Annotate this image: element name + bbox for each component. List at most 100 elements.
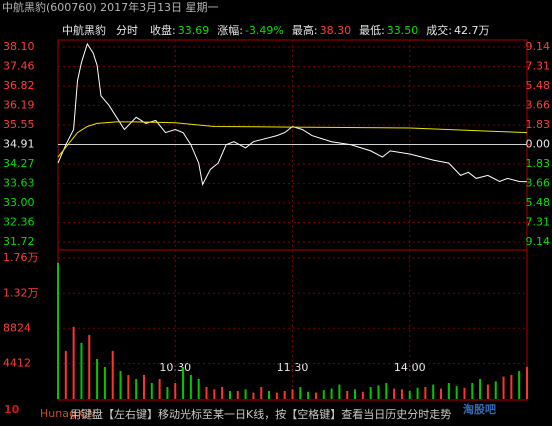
volume-tick-label: 1.32万 (3, 286, 39, 299)
volume-bar (299, 386, 302, 399)
stat-label: 成交: (426, 23, 452, 37)
stat-value: 33.50 (387, 24, 419, 37)
volume-bar (510, 374, 513, 399)
volume-bar (314, 392, 317, 399)
volume-bar (494, 381, 497, 399)
volume-bar (221, 386, 224, 399)
y2-tick-label: 1.83 (526, 118, 551, 131)
volume-bar (400, 389, 403, 399)
price-line (57, 121, 528, 158)
volume-bar (354, 389, 357, 399)
volume-bar (283, 390, 286, 399)
y2-tick-label: 7.31 (526, 60, 551, 73)
volume-bar (142, 374, 145, 399)
volume-bar (119, 370, 122, 399)
y2-tick-label: 5.48 (526, 79, 551, 92)
volume-bar (361, 391, 364, 399)
y-tick-label: 34.27 (3, 157, 35, 170)
volume-bar (447, 382, 450, 399)
y-tick-label: 34.91 (3, 138, 35, 151)
page-title: 中航黑豹(600760) 2017年3月13日 星期一 (2, 0, 219, 14)
volume-bar (471, 382, 474, 399)
y2-tick-label: 7.31 (526, 215, 551, 228)
stat-value: 38.30 (320, 24, 352, 37)
volume-bar (369, 386, 372, 399)
volume-bar (268, 390, 271, 399)
volume-bar (103, 366, 106, 399)
volume-tick-label: 1.76万 (3, 251, 39, 264)
header: 中航黑豹 分时 (62, 23, 138, 37)
volume-bar (260, 386, 263, 399)
stat-label: 最高: (292, 23, 318, 37)
stat-label: 涨幅: (217, 24, 243, 37)
price-line (57, 42, 528, 187)
stat-value: 33.69 (178, 24, 210, 37)
y-tick-label: 37.46 (3, 60, 35, 73)
y-tick-label: 33.63 (3, 177, 35, 190)
volume-bar (307, 391, 310, 399)
hint: 用键盘【左右键】移动光标至某一日K线，按【空格键】查看当日历史分时走势 (70, 407, 451, 421)
y2-tick-label: 1.83 (526, 157, 551, 170)
y2-tick-label: 0.00 (526, 138, 551, 151)
y-tick-label: 38.10 (3, 40, 35, 53)
volume-tick-label: 8824 (3, 321, 31, 334)
volume-bar (463, 387, 466, 399)
volume-bar (228, 390, 231, 399)
stat-value: 42.7万 (454, 24, 490, 37)
volume-bar (424, 386, 427, 399)
volume-bar (291, 389, 294, 399)
volume-bar (440, 388, 443, 399)
volume-bar (518, 370, 521, 399)
volume-bar (80, 342, 83, 399)
stat-label: 收盘: (150, 23, 176, 37)
volume-bar (275, 392, 278, 399)
volume-bar (486, 384, 489, 399)
volume-bar (432, 384, 435, 399)
y-tick-label: 35.55 (3, 118, 35, 131)
volume-bar (182, 366, 185, 399)
volume-bar (346, 390, 349, 399)
volume-bar (96, 358, 99, 399)
stat-value: -3.49% (245, 24, 284, 37)
volume-bar (150, 382, 153, 399)
y-tick-label: 31.72 (3, 235, 35, 248)
volume-bar (197, 378, 200, 399)
y-tick-label: 36.19 (3, 98, 35, 111)
watermark: 淘股吧 (463, 402, 496, 416)
volume-bar (174, 382, 177, 399)
volume-bar (57, 262, 59, 399)
volume-bar (377, 385, 380, 399)
volume-bar (158, 378, 161, 399)
volume-bar (393, 388, 396, 399)
volume-bar (88, 334, 91, 399)
volume-bar (244, 389, 247, 399)
watermark: Hunag.CN (40, 407, 95, 420)
volume-bar (213, 389, 216, 399)
volume-tick-label: 4412 (3, 357, 31, 370)
volume-bar (189, 374, 192, 399)
y2-tick-label: 9.14 (526, 235, 551, 248)
volume-bar (338, 384, 341, 399)
y-tick-label: 33.00 (3, 196, 35, 209)
stat-label: 最低: (359, 24, 385, 37)
x-tick-label: 14:00 (394, 361, 426, 374)
volume-bar (416, 387, 419, 399)
volume-bar (166, 386, 169, 399)
y2-tick-label: 3.66 (526, 98, 551, 111)
volume-bar (236, 390, 239, 399)
y2-tick-label: 9.14 (526, 40, 551, 53)
volume-bar (205, 386, 208, 399)
volume-bar (479, 378, 482, 399)
volume-bar (526, 366, 528, 399)
volume-bar (252, 392, 255, 399)
volume-bar (385, 382, 388, 399)
volume-bar (111, 350, 114, 399)
volume-bar (64, 350, 67, 399)
x-tick-label: 11:30 (277, 361, 309, 374)
volume-bar (135, 378, 138, 399)
stock-name: 中航黑豹 (62, 23, 106, 37)
y-tick-label: 36.82 (3, 79, 35, 92)
volume-bar (502, 376, 505, 399)
